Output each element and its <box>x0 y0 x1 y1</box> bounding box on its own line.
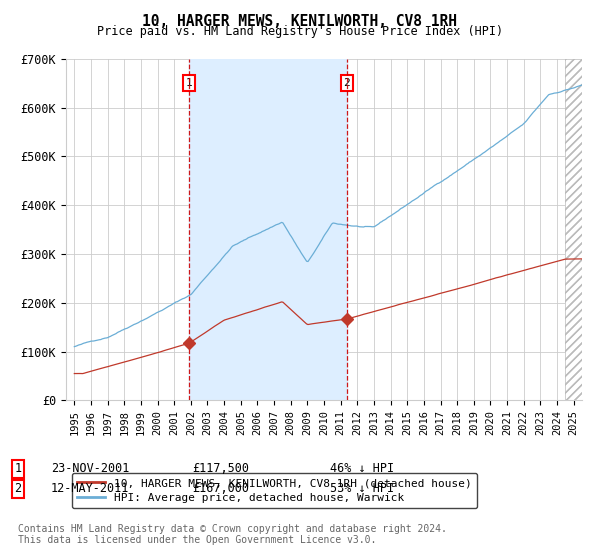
Text: 1: 1 <box>14 462 22 475</box>
Text: £117,500: £117,500 <box>192 462 249 475</box>
Text: 23-NOV-2001: 23-NOV-2001 <box>51 462 130 475</box>
Bar <box>565 59 582 400</box>
Text: 2: 2 <box>14 482 22 496</box>
Text: 53% ↓ HPI: 53% ↓ HPI <box>330 482 394 496</box>
Bar <box>189 59 347 400</box>
Text: 46% ↓ HPI: 46% ↓ HPI <box>330 462 394 475</box>
Text: 1: 1 <box>186 78 193 88</box>
Text: £167,000: £167,000 <box>192 482 249 496</box>
Text: 10, HARGER MEWS, KENILWORTH, CV8 1RH: 10, HARGER MEWS, KENILWORTH, CV8 1RH <box>143 14 458 29</box>
Text: Price paid vs. HM Land Registry's House Price Index (HPI): Price paid vs. HM Land Registry's House … <box>97 25 503 38</box>
Text: 12-MAY-2011: 12-MAY-2011 <box>51 482 130 496</box>
Legend: 10, HARGER MEWS, KENILWORTH, CV8 1RH (detached house), HPI: Average price, detac: 10, HARGER MEWS, KENILWORTH, CV8 1RH (de… <box>71 473 477 508</box>
Text: Contains HM Land Registry data © Crown copyright and database right 2024.
This d: Contains HM Land Registry data © Crown c… <box>18 524 447 545</box>
Bar <box>565 59 582 400</box>
Text: 2: 2 <box>343 78 350 88</box>
